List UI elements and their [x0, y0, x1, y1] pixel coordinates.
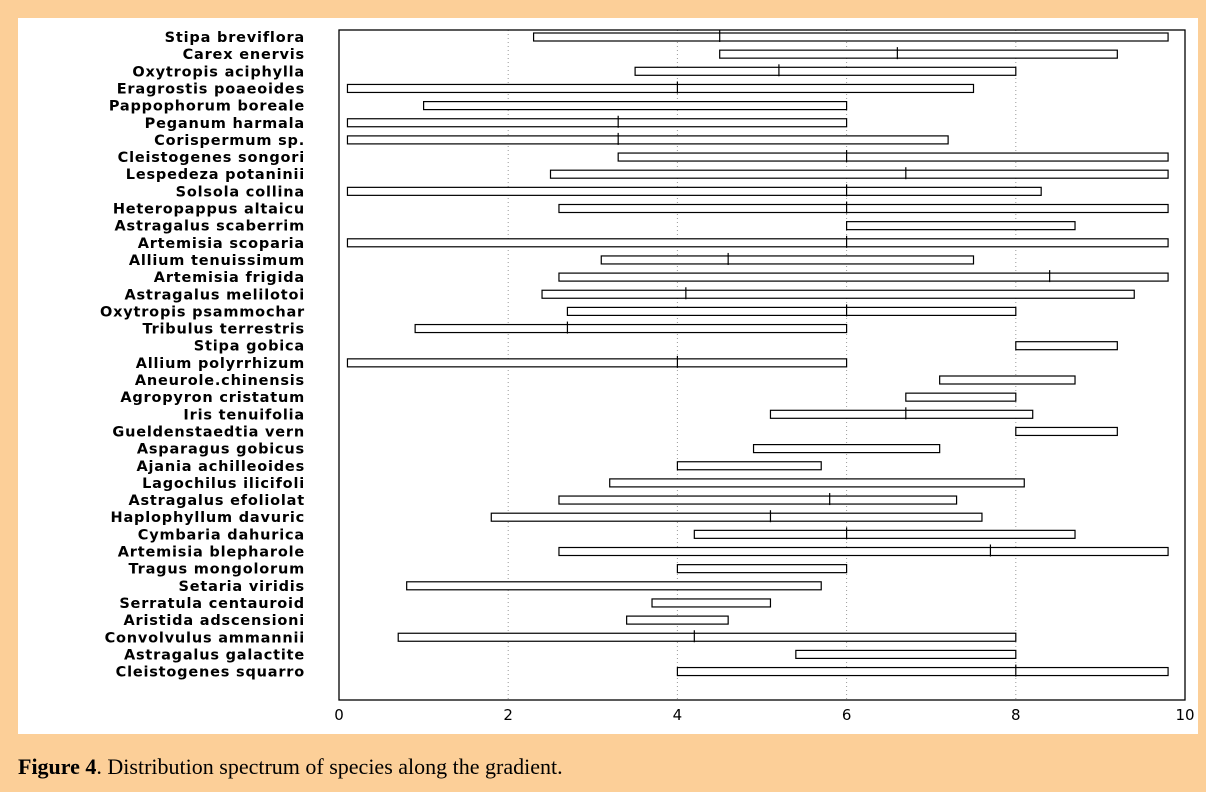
species-label: Ajania achilleoides	[136, 459, 305, 475]
species-label: Solsola collina	[176, 184, 305, 200]
x-tick-label: 6	[842, 706, 852, 724]
range-bar	[719, 49, 1118, 59]
figure-panel: Stipa breviflora Carex enervis Oxytropis a…	[18, 18, 1198, 734]
species-label: Astragalus scaberrim	[115, 219, 305, 235]
species-label: Lespedeza potaninii	[126, 167, 305, 183]
species-label: Peganum harmala	[145, 116, 305, 132]
species-label: Setaria viridis	[179, 579, 305, 595]
species-label: Cleistogenes songori	[118, 150, 305, 166]
species-label: Stipa gobica	[194, 339, 305, 355]
species-label: Oxytropis psammochar	[100, 304, 305, 320]
range-bar	[609, 478, 1025, 488]
range-bar	[346, 135, 949, 145]
range-bar	[566, 306, 1017, 316]
range-bar	[752, 444, 941, 454]
plot-frame	[338, 29, 1186, 701]
range-bar	[558, 495, 958, 505]
range-bar	[905, 392, 1017, 402]
species-label: Corispermum sp.	[154, 133, 305, 149]
range-bar	[769, 409, 1034, 419]
species-label: Lagochilus ilicifoli	[142, 476, 305, 492]
range-bar	[1015, 341, 1118, 351]
range-bar	[558, 546, 1169, 557]
range-bar	[676, 461, 822, 471]
x-tick-label: 0	[334, 706, 344, 724]
range-bar	[600, 255, 975, 265]
range-bar	[795, 649, 1017, 660]
species-label: Convolvulus ammannii	[105, 630, 305, 646]
species-label: Allium polyrrhizum	[136, 356, 305, 372]
range-bar	[1015, 426, 1118, 437]
species-label: Gueldenstaedtia vern	[112, 424, 305, 440]
range-bar	[558, 272, 1169, 282]
species-label: Cymbaria dahurica	[138, 527, 305, 543]
range-bar	[423, 100, 848, 111]
range-bar	[532, 32, 1169, 42]
range-bar	[634, 66, 1017, 76]
range-bar	[845, 221, 1076, 231]
range-bar	[346, 358, 848, 368]
species-label: Haplophyllum davuric	[111, 510, 305, 526]
range-bar	[676, 564, 848, 574]
species-label: Oxytropis aciphylla	[132, 64, 305, 80]
species-label: Aristida adscensioni	[124, 613, 306, 629]
species-label: Astragalus efoliolat	[128, 493, 305, 509]
x-tick-label: 2	[503, 706, 513, 724]
species-label: Eragrostis poaeoides	[117, 81, 305, 97]
species-label: Stipa breviflora	[165, 30, 305, 46]
species-label: Agropyron cristatum	[120, 390, 305, 406]
species-label: Iris tenuifolia	[183, 407, 305, 423]
species-label: Cleistogenes squarro	[116, 665, 305, 681]
range-bar	[346, 118, 848, 128]
range-bar	[549, 169, 1169, 179]
range-bar	[651, 598, 772, 608]
species-label: Heteropappus altaicu	[113, 202, 305, 218]
species-label: Serratula centauroid	[119, 596, 305, 612]
range-bar	[346, 186, 1042, 196]
species-label: Allium tenuissimum	[129, 253, 305, 269]
species-label: Tragus mongolorum	[129, 562, 305, 578]
species-label: Tribulus terrestris	[142, 322, 305, 338]
range-bar	[558, 203, 1169, 214]
figure-caption: Figure 4. Distribution spectrum of speci…	[18, 754, 563, 780]
caption-label: Figure 4	[18, 754, 97, 779]
caption-text: . Distribution spectrum of species along…	[96, 754, 563, 779]
range-bars	[346, 30, 1169, 677]
species-label: Astragalus melilotoi	[124, 287, 305, 303]
x-tick-label: 10	[1175, 706, 1194, 724]
range-bar	[939, 375, 1076, 385]
species-label: Aneurole.chinensis	[135, 373, 305, 389]
x-axis-ticks: 0 2 4 6 8 10	[334, 706, 1194, 724]
range-bar	[406, 581, 822, 591]
range-bar	[346, 238, 1169, 248]
range-bar	[676, 666, 1169, 677]
species-label: Artemisia frigida	[154, 270, 305, 286]
range-bar	[626, 615, 729, 625]
x-tick-label: 4	[673, 706, 683, 724]
range-bar	[346, 83, 975, 94]
species-label: Artemisia scoparia	[138, 236, 305, 252]
species-label: Asparagus gobicus	[137, 442, 305, 458]
range-bar	[397, 632, 1017, 642]
range-bar	[414, 323, 848, 334]
species-label: Pappophorum boreale	[109, 99, 305, 115]
species-label: Carex enervis	[183, 47, 305, 63]
range-bar	[693, 529, 1076, 539]
x-tick-label: 8	[1011, 706, 1021, 724]
range-bar	[490, 512, 983, 522]
species-label: Artemisia blepharole	[118, 545, 305, 561]
range-bar	[541, 289, 1135, 299]
species-label: Astragalus galactite	[124, 647, 305, 663]
range-bar	[617, 152, 1169, 162]
